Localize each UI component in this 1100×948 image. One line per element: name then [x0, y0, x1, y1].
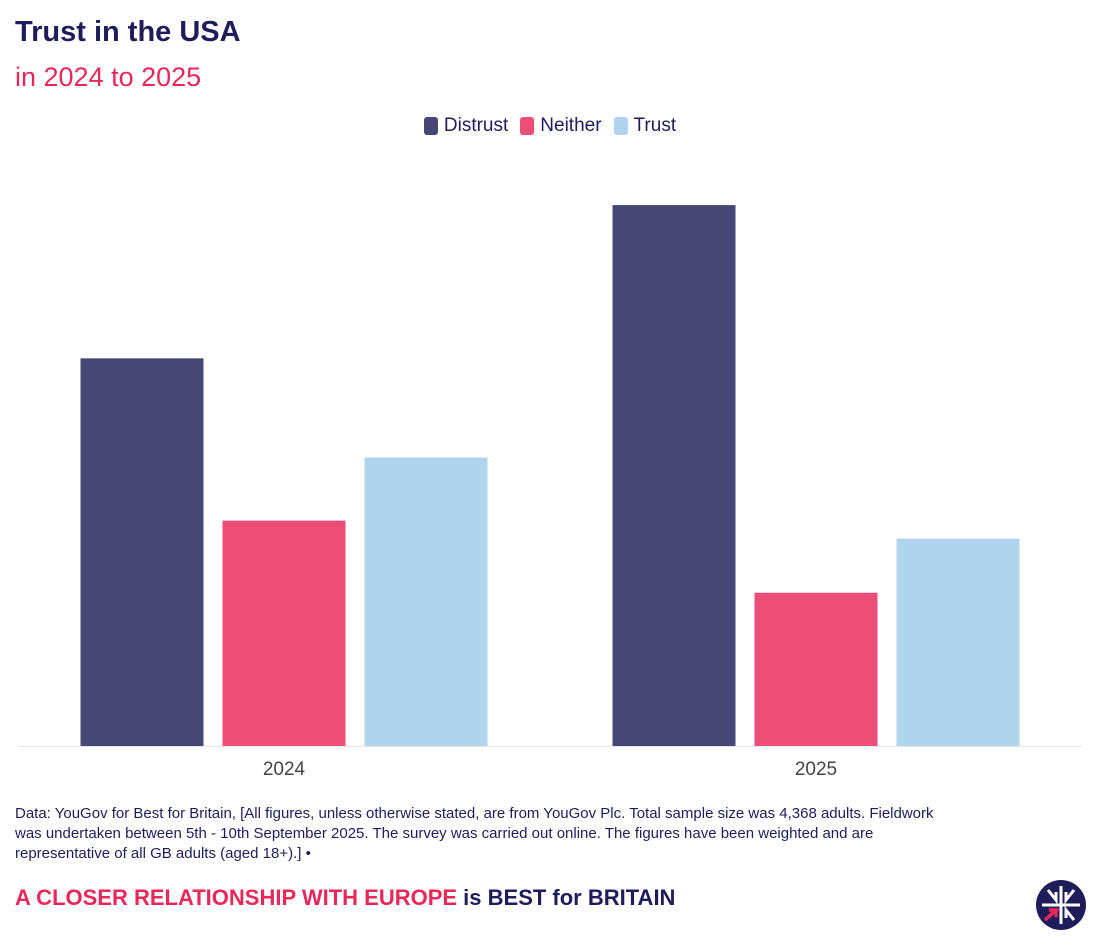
legend-swatch: [520, 117, 535, 135]
x-tick-label: 2025: [795, 759, 837, 780]
legend-label: Trust: [633, 115, 677, 136]
chart-subtitle: in 2024 to 2025: [15, 62, 202, 92]
tagline: A CLOSER RELATIONSHIP WITH EUROPE is BES…: [15, 885, 675, 911]
legend-label: Distrust: [443, 115, 509, 136]
legend-label: Neither: [540, 115, 602, 136]
bar-chart: 2024 2025: [18, 205, 1082, 780]
legend-swatch: [423, 117, 438, 135]
bar-2025-trust[interactable]: [896, 538, 1020, 746]
best-for-britain-logo-icon: [1036, 880, 1086, 930]
legend: Distrust Neither Trust: [0, 115, 1100, 137]
legend-item-trust[interactable]: Trust: [613, 115, 677, 137]
tagline-rest: is BEST for BRITAIN: [457, 885, 676, 910]
bar-2025-distrust[interactable]: [612, 205, 736, 747]
legend-item-distrust[interactable]: Distrust: [423, 115, 509, 137]
bar-2024-neither[interactable]: [222, 520, 346, 746]
legend-item-neither[interactable]: Neither: [520, 115, 602, 137]
x-tick-label: 2024: [263, 759, 306, 780]
tagline-highlight: A CLOSER RELATIONSHIP WITH EUROPE: [15, 885, 458, 910]
bar-2025-neither[interactable]: [754, 592, 878, 746]
chart-title: Trust in the USA: [15, 16, 241, 48]
legend-swatch: [613, 117, 628, 135]
source-note: Data: YouGov for Best for Britain, [All …: [15, 805, 934, 862]
bar-2024-distrust[interactable]: [80, 358, 204, 746]
bar-2024-trust[interactable]: [364, 457, 488, 746]
